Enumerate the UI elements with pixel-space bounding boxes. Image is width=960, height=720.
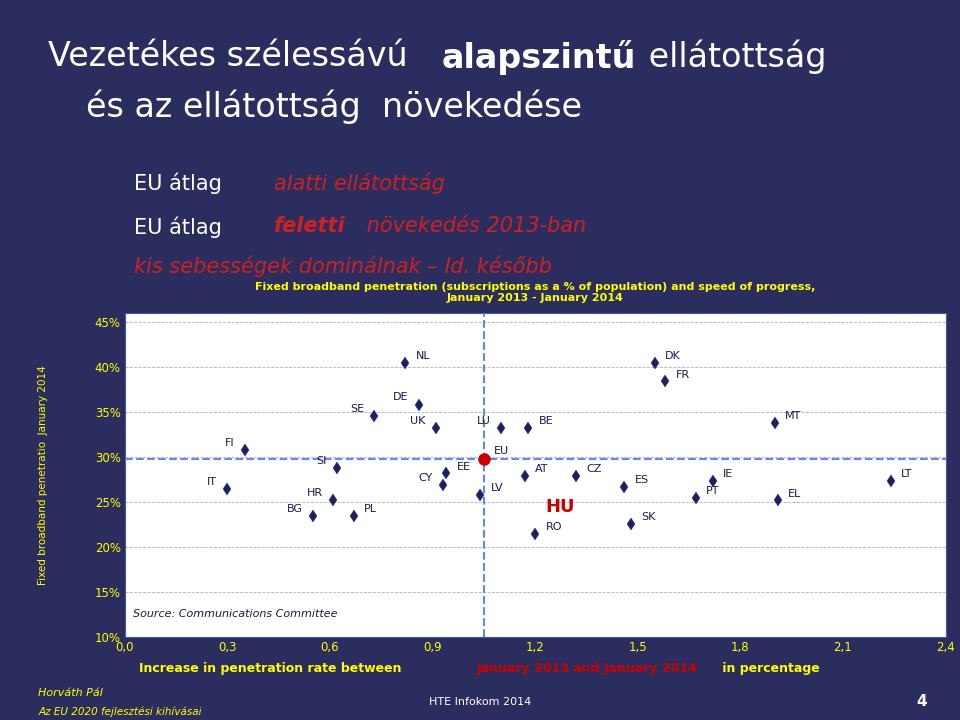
Text: FR: FR: [676, 370, 689, 379]
Text: SE: SE: [350, 404, 364, 414]
Text: LU: LU: [477, 415, 491, 426]
Text: CZ: CZ: [587, 464, 602, 474]
Text: EE: EE: [457, 462, 470, 472]
Text: SK: SK: [641, 512, 656, 522]
Text: RO: RO: [545, 522, 562, 532]
Text: IT: IT: [207, 477, 217, 487]
Text: CY: CY: [419, 473, 433, 483]
Text: HU: HU: [545, 498, 575, 516]
Text: DE: DE: [394, 392, 409, 402]
Text: DK: DK: [665, 351, 681, 361]
Text: Fixed broadband penetratio  January 2014: Fixed broadband penetratio January 2014: [38, 365, 48, 585]
Text: BE: BE: [539, 415, 553, 426]
Text: AT: AT: [536, 464, 549, 474]
Text: Fixed broadband penetration (subscriptions as a % of population) and speed of pr: Fixed broadband penetration (subscriptio…: [255, 282, 815, 303]
Text: Az EU 2020 fejlesztési kihívásai: Az EU 2020 fejlesztési kihívásai: [38, 706, 202, 716]
Text: IE: IE: [723, 469, 733, 479]
Text: ellátottság: ellátottság: [638, 40, 827, 74]
Text: ES: ES: [635, 475, 649, 485]
Text: EU átlag: EU átlag: [134, 173, 228, 194]
Text: January 2013 and January 2014: January 2013 and January 2014: [476, 662, 697, 675]
Text: kis sebességek dominálnak – ld. később: kis sebességek dominálnak – ld. később: [134, 256, 552, 277]
Text: LT: LT: [901, 469, 913, 479]
Text: in percentage: in percentage: [718, 662, 820, 675]
Text: PL: PL: [364, 504, 377, 514]
Text: HR: HR: [307, 487, 324, 498]
Text: UK: UK: [410, 415, 426, 426]
Text: Source: Communications Committee: Source: Communications Committee: [133, 609, 338, 619]
Text: EL: EL: [788, 489, 802, 498]
Text: SI: SI: [316, 456, 326, 467]
Text: LV: LV: [491, 483, 503, 493]
Text: EU átlag: EU átlag: [134, 216, 228, 238]
Text: MT: MT: [785, 411, 802, 421]
Text: alatti ellátottság: alatti ellátottság: [274, 173, 444, 194]
Text: alapszintű: alapszintű: [442, 40, 636, 75]
Text: feletti: feletti: [274, 216, 346, 236]
Text: és az ellátottság  növekedése: és az ellátottság növekedése: [86, 90, 583, 125]
Text: FI: FI: [225, 438, 234, 448]
Text: Vezetékes szélessávú: Vezetékes szélessávú: [48, 40, 419, 73]
Text: BG: BG: [287, 504, 302, 514]
Text: PT: PT: [707, 486, 720, 496]
Text: 4: 4: [916, 695, 927, 709]
Text: Horváth Pál: Horváth Pál: [38, 688, 104, 698]
Text: HTE Infokom 2014: HTE Infokom 2014: [429, 697, 531, 707]
Text: EU: EU: [494, 446, 510, 456]
Text: növekedés 2013-ban: növekedés 2013-ban: [360, 216, 587, 236]
Text: Increase in penetration rate between: Increase in penetration rate between: [139, 662, 406, 675]
Text: NL: NL: [416, 351, 430, 361]
